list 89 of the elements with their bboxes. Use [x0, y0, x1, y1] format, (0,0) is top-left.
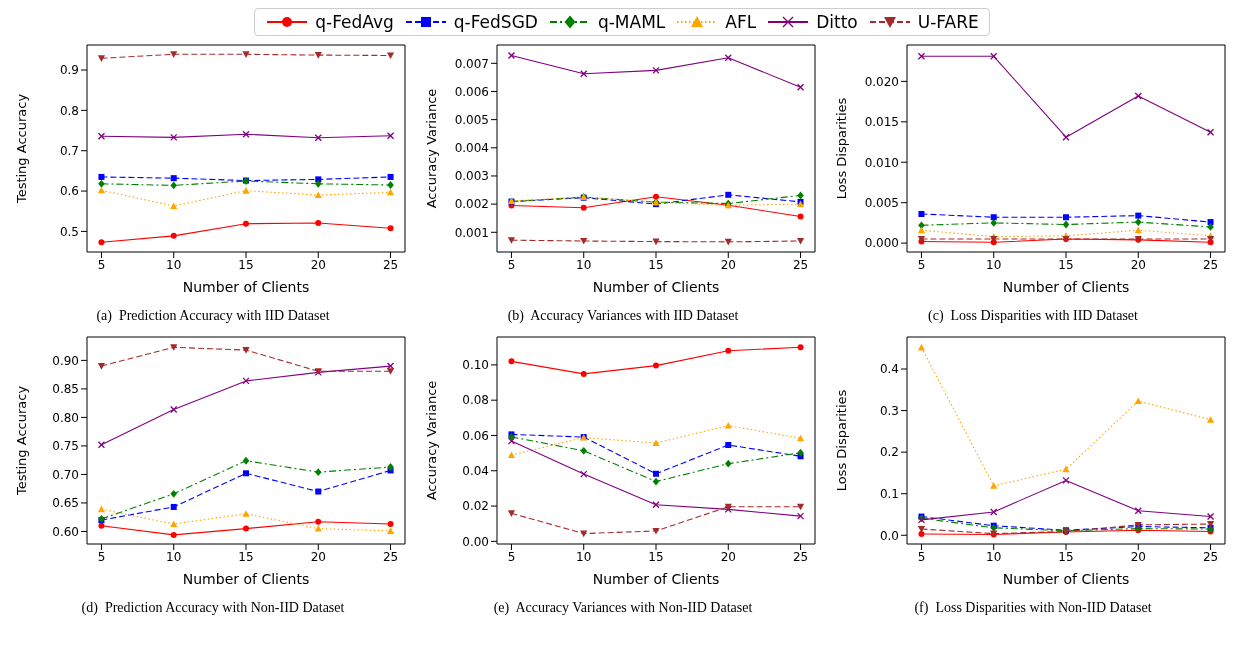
x-tick-label: 5: [917, 549, 925, 564]
y-tick-label: 0.2: [879, 445, 899, 460]
x-tick-label: 10: [985, 549, 1001, 564]
x-tick-label: 15: [647, 549, 664, 564]
y-tick-label: 0.003: [454, 169, 489, 184]
y-tick-label: 0.04: [461, 464, 489, 479]
y-tick-label: 0.70: [51, 467, 79, 482]
x-tick-label: 15: [237, 257, 254, 272]
text: (d) Prediction Accuracy with Non-IID Dataset: [81, 600, 345, 616]
x-tick-label: 5: [97, 257, 105, 272]
y-axis-title: Accuracy Variance: [423, 380, 439, 501]
y-tick-label: 0.65: [51, 496, 79, 511]
y-tick-label: 0.3: [879, 403, 899, 418]
y-tick-label: 0.004: [454, 141, 489, 156]
y-tick-label: 0.6: [59, 184, 79, 199]
y-tick-label: 0.006: [454, 84, 489, 99]
x-tick-label: 25: [1202, 549, 1218, 564]
y-tick-label: 0.00: [461, 534, 489, 549]
x-axis-title: Number of Clients: [1002, 279, 1129, 295]
y-tick-label: 0.005: [864, 195, 899, 210]
y-tick-label: 0.60: [51, 524, 79, 539]
x-tick-label: 5: [97, 549, 105, 564]
text: (b) Accuracy Variances with IID Dataset: [507, 308, 739, 324]
y-tick-label: 0.85: [51, 382, 79, 397]
y-axis-title: Loss Disparities: [833, 97, 849, 200]
y-tick-label: 0.001: [454, 225, 489, 240]
y-axis-title: Loss Disparities: [833, 389, 849, 492]
text: (a) Prediction Accuracy with IID Dataset: [96, 308, 330, 324]
text: (e) Accuracy Variances with Non-IID Dataset: [493, 600, 753, 616]
x-tick-label: 15: [647, 257, 664, 272]
y-tick-label: 0.02: [461, 499, 489, 514]
y-axis-title: Testing Accuracy: [13, 93, 29, 205]
x-tick-label: 20: [720, 257, 736, 272]
y-tick-label: 0.015: [864, 115, 899, 130]
x-tick-label: 5: [917, 257, 925, 272]
legend-label: AFL: [725, 12, 757, 32]
y-tick-label: 0.08: [461, 393, 489, 408]
y-tick-label: 0.80: [51, 410, 79, 425]
text: (c) Loss Disparities with IID Dataset: [928, 308, 1138, 324]
y-tick-label: 0.5: [59, 224, 79, 239]
x-tick-label: 25: [792, 549, 808, 564]
x-tick-label: 25: [1202, 257, 1218, 272]
legend-label: q-FedAvg: [315, 12, 394, 32]
x-tick-label: 5: [507, 549, 515, 564]
x-tick-label: 5: [507, 257, 515, 272]
legend-label: q-MAML: [597, 12, 666, 32]
x-tick-label: 15: [1057, 257, 1074, 272]
y-tick-label: 0.75: [51, 439, 79, 454]
x-tick-label: 10: [165, 257, 181, 272]
x-tick-label: 20: [1130, 549, 1146, 564]
x-tick-label: 20: [310, 257, 326, 272]
x-tick-label: 15: [237, 549, 254, 564]
y-tick-label: 0.4: [879, 362, 899, 377]
y-tick-label: 0.000: [864, 236, 899, 251]
y-tick-label: 0.010: [864, 155, 899, 170]
x-axis-title: Number of Clients: [592, 279, 719, 295]
y-tick-label: 0.06: [461, 428, 489, 443]
x-tick-label: 10: [575, 257, 591, 272]
x-tick-label: 20: [1130, 257, 1146, 272]
x-axis-title: Number of Clients: [1002, 571, 1129, 587]
y-axis-title: Testing Accuracy: [13, 385, 29, 497]
x-axis-title: Number of Clients: [592, 571, 719, 587]
y-tick-label: 0.020: [864, 74, 899, 89]
x-tick-label: 10: [575, 549, 591, 564]
y-tick-label: 0.9: [59, 63, 79, 78]
x-tick-label: 10: [985, 257, 1001, 272]
y-tick-label: 0.007: [454, 56, 489, 71]
y-tick-label: 0.90: [51, 353, 79, 368]
y-tick-label: 0.7: [59, 143, 79, 158]
legend-label: U-FARE: [917, 12, 979, 32]
y-tick-label: 0.10: [461, 358, 489, 373]
text: (f) Loss Disparities with Non-IID Dataset: [914, 600, 1152, 616]
x-tick-label: 25: [792, 257, 808, 272]
x-tick-label: 25: [382, 257, 398, 272]
y-axis-title: Accuracy Variance: [423, 88, 439, 209]
x-axis-title: Number of Clients: [182, 279, 309, 295]
y-tick-label: 0.1: [879, 486, 899, 501]
x-axis-title: Number of Clients: [182, 571, 309, 587]
x-tick-label: 20: [720, 549, 736, 564]
y-tick-label: 0.005: [454, 112, 489, 127]
legend-label: q-FedSGD: [453, 12, 538, 32]
x-tick-label: 25: [382, 549, 398, 564]
y-tick-label: 0.8: [59, 103, 79, 118]
x-tick-label: 15: [1057, 549, 1074, 564]
y-tick-label: 0.002: [454, 197, 489, 212]
x-tick-label: 20: [310, 549, 326, 564]
x-tick-label: 10: [165, 549, 181, 564]
y-tick-label: 0.0: [879, 528, 899, 543]
legend-label: Ditto: [816, 12, 858, 32]
